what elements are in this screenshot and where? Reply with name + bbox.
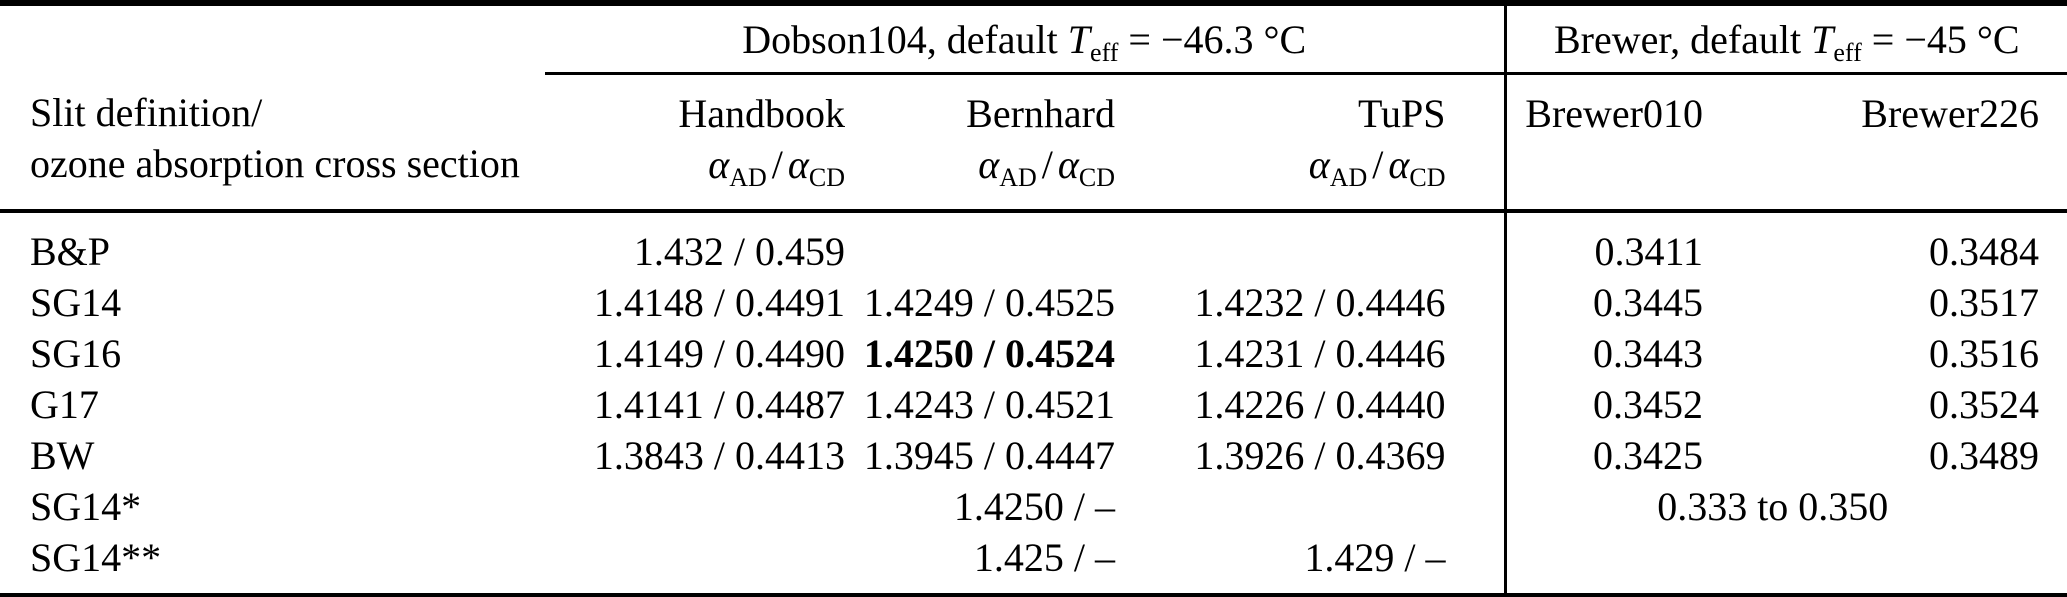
row-header-line1: Slit definition/ xyxy=(30,89,263,135)
row-label: BW xyxy=(30,433,95,478)
alpha-ratio-label: αAD / αCD xyxy=(545,139,845,191)
t-symbol: T xyxy=(1067,16,1091,62)
col-header-brewer010: Brewer010 xyxy=(1505,73,1703,213)
alpha-symbol: α xyxy=(978,142,1000,187)
row-header-cell: Slit definition/ ozone absorption cross … xyxy=(0,73,545,213)
cell-handbook: 1.4148 / 0.4491 xyxy=(593,280,845,325)
cell-brewer010: 0.3411 xyxy=(1594,229,1703,274)
alpha-ratio-label: αAD / αCD xyxy=(845,139,1115,191)
alpha-slash: / xyxy=(771,142,783,187)
t-eff-subscript: eff xyxy=(1090,37,1119,67)
cell-tups xyxy=(1115,211,1507,277)
cell-brewer226 xyxy=(1703,532,2067,596)
cell-brewer226: 0.3489 xyxy=(1929,433,2040,478)
cell-brewer226: 0.3484 xyxy=(1929,229,2040,274)
cell-bernhard: 1.3945 / 0.4447 xyxy=(863,433,1115,478)
cell-bernhard: 1.4249 / 0.4525 xyxy=(863,280,1115,325)
table-row: SG14* 1.4250 / – 0.333 to 0.350 xyxy=(0,481,2067,532)
alpha-ratio-label: αAD / αCD xyxy=(1115,139,1446,191)
cell-brewer010: 0.3445 xyxy=(1593,280,1703,325)
row-label: SG14 xyxy=(30,280,122,325)
cell-bernhard: 1.425 / – xyxy=(973,535,1115,580)
group-header-empty-cell xyxy=(0,3,545,74)
alpha-slash: / xyxy=(1372,142,1384,187)
cell-brewer010: 0.3452 xyxy=(1593,382,1703,427)
table-row: SG16 1.4149 / 0.4490 1.4250 / 0.4524 1.4… xyxy=(0,328,2067,379)
row-label: G17 xyxy=(30,382,99,427)
table-row: B&P 1.432 / 0.459 0.3411 0.3484 xyxy=(0,211,2067,277)
brewer-group-header: Brewer, default Teff = −45 °C xyxy=(1505,3,2067,75)
alpha-cd-subscript: CD xyxy=(808,163,845,192)
alpha-ad-subscript: AD xyxy=(729,163,767,192)
column-header-row: Slit definition/ ozone absorption cross … xyxy=(0,73,2067,213)
row-label: SG14** xyxy=(30,535,162,580)
cell-handbook: 1.3843 / 0.4413 xyxy=(593,433,845,478)
group-header-row: Dobson104, default Teff = −46.3 °C Brewe… xyxy=(0,3,2067,75)
cell-handbook: 1.4141 / 0.4487 xyxy=(593,382,845,427)
alpha-symbol: α xyxy=(787,142,809,187)
alpha-symbol: α xyxy=(1388,142,1410,187)
row-label: SG14* xyxy=(30,484,142,529)
cell-brewer226: 0.3517 xyxy=(1929,280,2040,325)
tups-label: TuPS xyxy=(1357,91,1446,136)
cell-brewer010 xyxy=(1505,532,1703,596)
cell-handbook xyxy=(545,481,845,532)
handbook-label: Handbook xyxy=(678,91,845,136)
alpha-slash: / xyxy=(1041,142,1053,187)
brewer010-label: Brewer010 xyxy=(1525,91,1703,136)
cell-brewer010: 0.3425 xyxy=(1593,433,1703,478)
col-header-handbook: Handbook αAD / αCD xyxy=(545,73,845,213)
cell-tups: 1.3926 / 0.4369 xyxy=(1115,430,1507,481)
cell-bernhard: 1.4243 / 0.4521 xyxy=(863,382,1115,427)
cell-handbook: 1.432 / 0.459 xyxy=(633,229,845,274)
cell-tups xyxy=(1115,481,1507,532)
brewer-header-pre: Brewer, default xyxy=(1553,16,1812,62)
cell-tups: 1.4231 / 0.4446 xyxy=(1115,328,1507,379)
row-header-line2: ozone absorption cross section xyxy=(30,140,520,186)
col-header-brewer226: Brewer226 xyxy=(1703,73,2067,213)
alpha-ad-subscript: AD xyxy=(1329,163,1368,192)
col-header-bernhard: Bernhard αAD / αCD xyxy=(845,73,1115,213)
table-row: G17 1.4141 / 0.4487 1.4243 / 0.4521 1.42… xyxy=(0,379,2067,430)
cell-brewer226: 0.3524 xyxy=(1929,382,2040,427)
cell-bernhard: 1.4250 / – xyxy=(953,484,1115,529)
alpha-cd-subscript: CD xyxy=(1078,163,1115,192)
cell-tups: 1.429 / – xyxy=(1115,532,1507,596)
cell-tups: 1.4232 / 0.4446 xyxy=(1115,277,1507,328)
dobson-group-header: Dobson104, default Teff = −46.3 °C xyxy=(545,3,1507,75)
cell-bernhard xyxy=(845,211,1115,277)
dobson-header-post: = −46.3 °C xyxy=(1118,16,1307,62)
alpha-symbol: α xyxy=(1057,142,1079,187)
cell-brewer226: 0.3516 xyxy=(1929,331,2040,376)
cell-brewer010: 0.3443 xyxy=(1593,331,1703,376)
cell-brewer-range: 0.333 to 0.350 xyxy=(1657,484,1889,529)
t-symbol: T xyxy=(1811,16,1834,62)
alpha-symbol: α xyxy=(1308,142,1330,187)
cell-tups: 1.4226 / 0.4440 xyxy=(1115,379,1507,430)
alpha-symbol: α xyxy=(708,142,730,187)
table-row: SG14 1.4148 / 0.4491 1.4249 / 0.4525 1.4… xyxy=(0,277,2067,328)
dobson-header-pre: Dobson104, default xyxy=(742,16,1068,62)
brewer226-label: Brewer226 xyxy=(1861,91,2040,136)
col-header-tups: TuPS αAD / αCD xyxy=(1115,73,1507,213)
alpha-ad-subscript: AD xyxy=(999,163,1037,192)
alpha-cd-subscript: CD xyxy=(1409,163,1446,192)
brewer-header-post: = −45 °C xyxy=(1861,16,2020,62)
cell-handbook xyxy=(545,532,845,596)
cell-bernhard-bold: 1.4250 / 0.4524 xyxy=(863,331,1115,376)
row-label: B&P xyxy=(30,229,111,274)
table-row: BW 1.3843 / 0.4413 1.3945 / 0.4447 1.392… xyxy=(0,430,2067,481)
cell-handbook: 1.4149 / 0.4490 xyxy=(593,331,845,376)
row-label: SG16 xyxy=(30,331,122,376)
t-eff-subscript: eff xyxy=(1833,37,1862,67)
bernhard-label: Bernhard xyxy=(966,91,1115,136)
table-row: SG14** 1.425 / – 1.429 / – xyxy=(0,532,2067,596)
